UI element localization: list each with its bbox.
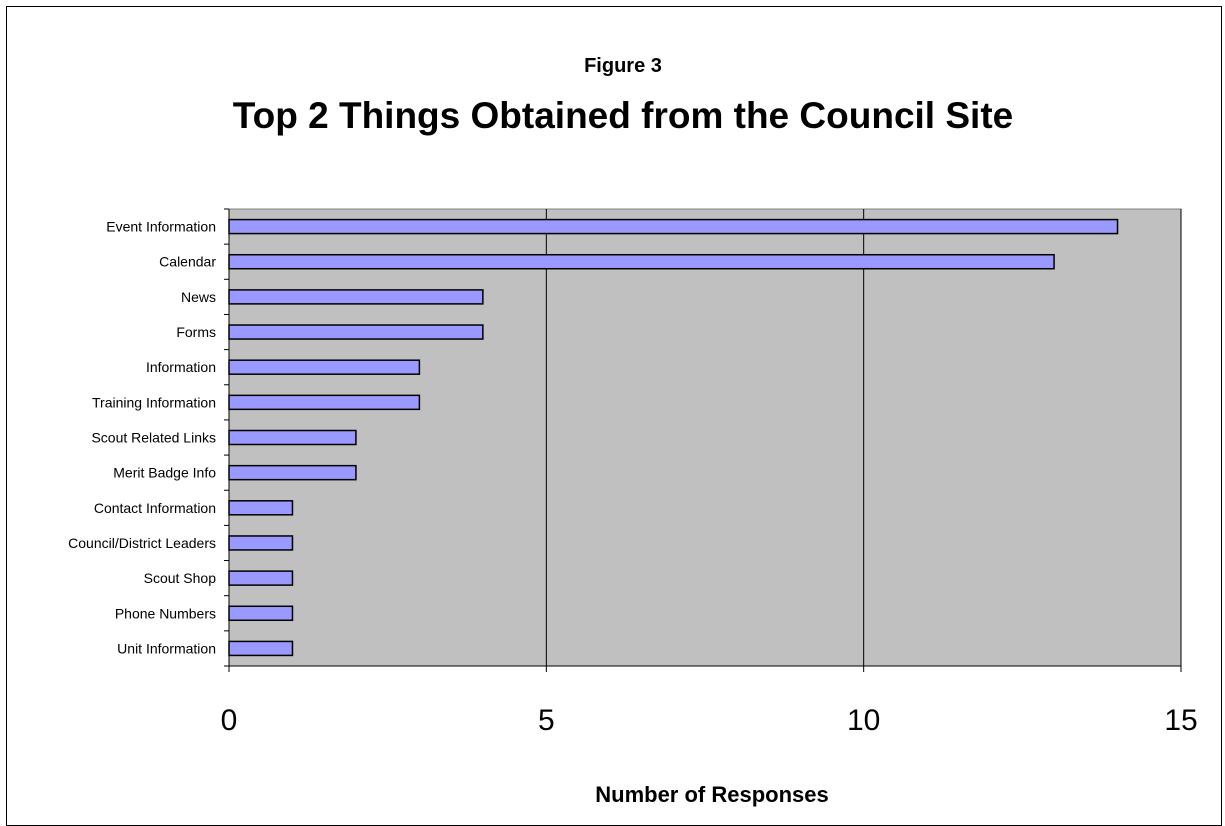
category-label: Contact Information [94, 500, 216, 516]
bar [228, 359, 421, 375]
plot-area [228, 208, 1182, 667]
category-labels: Event Information Calendar News Forms Inform… [68, 219, 216, 657]
bar [228, 605, 294, 622]
bar [228, 394, 421, 411]
bar [228, 570, 294, 586]
figure-label: Figure 3 [584, 55, 662, 77]
x-tick-label: 10 [847, 704, 880, 737]
x-tick-label: 0 [221, 704, 238, 737]
category-label: Council/District Leaders [68, 535, 216, 551]
category-label: Phone Numbers [115, 605, 216, 621]
bar [228, 640, 294, 657]
bar [228, 289, 484, 305]
category-label: Merit Badge Info [113, 465, 216, 481]
category-label: Information [146, 359, 216, 375]
category-label: Training Information [92, 394, 216, 410]
bar [228, 218, 1119, 235]
x-tick-labels: 0 5 10 15 [221, 704, 1198, 737]
chart-title: Top 2 Things Obtained from the Council S… [233, 95, 1013, 136]
x-tick-label: 15 [1164, 704, 1197, 737]
bar [228, 500, 294, 516]
category-label: News [181, 289, 216, 305]
category-label: Forms [176, 324, 216, 340]
category-label: Scout Related Links [91, 430, 216, 446]
axes [224, 208, 1182, 672]
category-label: Unit Information [117, 640, 216, 656]
x-tick-label: 5 [538, 704, 555, 737]
bar [228, 253, 1055, 270]
bar [228, 429, 357, 446]
bar [228, 464, 357, 481]
bars [228, 218, 1119, 657]
x-axis-label: Number of Responses [595, 782, 829, 807]
category-label: Calendar [159, 254, 216, 270]
gridlines [545, 209, 1182, 666]
category-label: Scout Shop [144, 570, 217, 586]
bar [228, 324, 484, 340]
category-label: Event Information [106, 219, 216, 235]
bar [228, 535, 294, 551]
